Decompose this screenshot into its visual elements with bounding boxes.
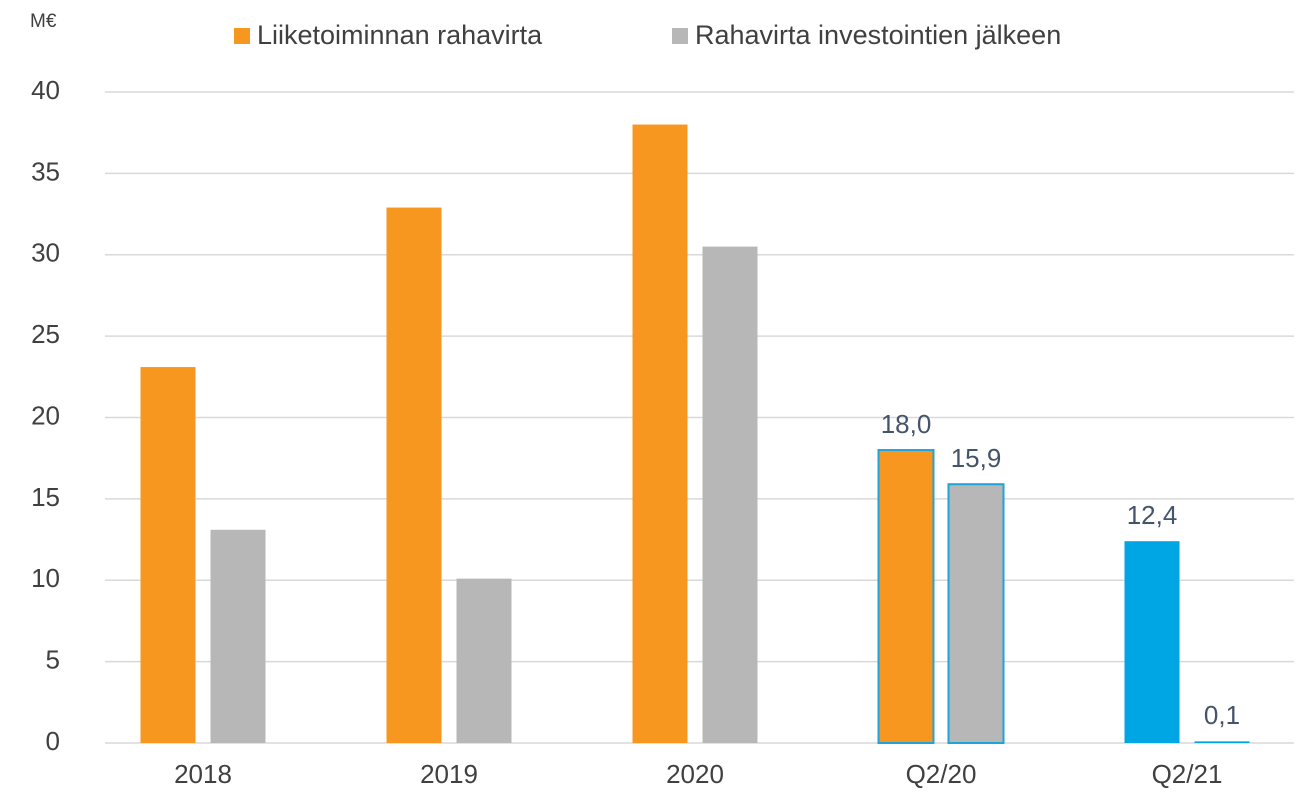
unit-label: M€ [30, 11, 57, 32]
bar [702, 246, 758, 744]
x-tick-label: Q2/21 [1152, 759, 1223, 789]
x-tick-label: 2018 [174, 759, 232, 789]
bar [140, 367, 196, 743]
bar [456, 578, 512, 743]
y-tick-label: 20 [31, 400, 60, 430]
bar [1124, 541, 1180, 743]
data-label: 18,0 [881, 409, 932, 439]
legend-swatch [234, 28, 250, 44]
y-tick-label: 10 [31, 563, 60, 593]
legend-label: Rahavirta investointien jälkeen [695, 20, 1061, 50]
data-label: 15,9 [951, 443, 1002, 473]
y-tick-label: 30 [31, 238, 60, 268]
x-tick-label: 2020 [666, 759, 724, 789]
x-tick-label: Q2/20 [906, 759, 977, 789]
bar [632, 124, 688, 744]
y-tick-label: 15 [31, 482, 60, 512]
bar [877, 449, 935, 744]
bar [386, 207, 442, 744]
x-tick-label: 2019 [420, 759, 478, 789]
bar [1194, 741, 1250, 743]
legend-label: Liiketoiminnan rahavirta [257, 20, 543, 50]
y-tick-label: 25 [31, 319, 60, 349]
bar [947, 483, 1005, 744]
bar [210, 529, 266, 743]
y-tick-label: 0 [46, 726, 60, 756]
data-label: 12,4 [1127, 500, 1178, 530]
y-tick-label: 35 [31, 156, 60, 186]
data-label: 0,1 [1204, 700, 1240, 730]
y-tick-label: 5 [46, 645, 60, 675]
legend-swatch [672, 28, 688, 44]
y-tick-label: 40 [31, 75, 60, 105]
